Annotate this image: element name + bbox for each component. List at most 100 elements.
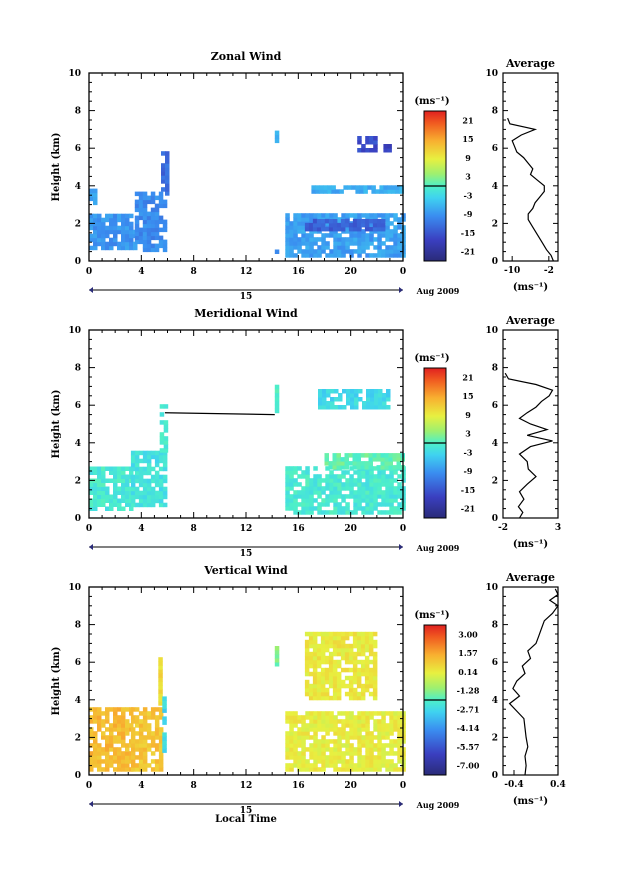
heatmap-cell bbox=[357, 743, 362, 748]
heatmap-cell bbox=[362, 405, 367, 410]
heatmap-cell bbox=[389, 723, 394, 728]
heatmap-cell bbox=[89, 225, 94, 231]
colorbar-tick-label: 21 bbox=[462, 372, 473, 382]
heatmap-cell bbox=[324, 631, 330, 637]
heatmap-cell bbox=[117, 755, 122, 760]
heatmap-cell bbox=[389, 751, 394, 756]
heatmap-cell bbox=[349, 755, 354, 760]
heatmap-cell bbox=[289, 494, 294, 499]
heatmap-cell bbox=[158, 195, 164, 201]
heatmap-cell bbox=[364, 643, 370, 649]
heatmap-cell bbox=[89, 751, 94, 756]
heatmap-cell bbox=[134, 478, 140, 484]
heatmap-cell bbox=[321, 486, 326, 491]
heatmap-cell bbox=[134, 763, 140, 768]
heatmap-cell bbox=[93, 731, 98, 736]
heatmap-cell bbox=[304, 691, 310, 697]
heatmap-cell bbox=[389, 711, 394, 716]
heatmap-cell bbox=[154, 474, 160, 480]
heatmap-cell bbox=[297, 474, 302, 479]
heatmap-cell bbox=[354, 397, 359, 402]
heatmap-cell bbox=[113, 747, 118, 752]
heatmap-cell bbox=[321, 213, 326, 218]
heatmap-cell bbox=[129, 245, 134, 251]
heatmap-cell bbox=[285, 743, 290, 748]
heatmap-cell bbox=[341, 510, 346, 515]
heatmap-cell bbox=[357, 253, 362, 258]
heatmap-cell bbox=[325, 731, 330, 736]
heatmap-cell bbox=[337, 482, 342, 487]
heatmap-cell bbox=[154, 203, 160, 209]
heatmap-cell bbox=[301, 474, 306, 479]
heatmap-cell bbox=[154, 498, 160, 504]
heatmap-cell bbox=[117, 723, 122, 728]
heatmap-cell bbox=[329, 213, 334, 218]
heatmap-cell bbox=[304, 671, 310, 677]
heatmap-cell bbox=[345, 506, 350, 511]
heatmap-cell bbox=[309, 735, 314, 740]
heatmap-cell bbox=[357, 747, 362, 752]
heatmap-cell bbox=[325, 759, 330, 764]
heatmap-cell bbox=[365, 711, 370, 716]
heatmap-cell bbox=[372, 218, 378, 224]
heatmap-cell bbox=[130, 482, 136, 488]
heatmap-cell bbox=[317, 494, 322, 499]
heatmap-cell bbox=[117, 763, 122, 768]
heatmap-cell bbox=[162, 203, 168, 209]
heatmap-cell bbox=[138, 207, 144, 213]
heatmap-cell bbox=[316, 218, 322, 224]
heatmap-cell bbox=[154, 478, 160, 484]
heatmap-cell bbox=[393, 245, 398, 250]
heatmap-cell bbox=[97, 470, 102, 475]
heatmap-cell bbox=[393, 743, 398, 748]
x-tick-label: 0 bbox=[86, 781, 92, 791]
heatmap-cell bbox=[341, 763, 346, 768]
heatmap-cell bbox=[389, 743, 394, 748]
heatmap-cell bbox=[353, 213, 358, 218]
heatmap-cell bbox=[373, 759, 378, 764]
heatmap-cell bbox=[317, 510, 322, 515]
heatmap-cell bbox=[333, 506, 338, 511]
heatmap-cell bbox=[316, 679, 322, 685]
heatmap-cell bbox=[320, 683, 326, 689]
heatmap-cell bbox=[393, 727, 398, 732]
heatmap-cell bbox=[285, 486, 290, 491]
heatmap-cell bbox=[89, 727, 94, 732]
heatmap-cell bbox=[134, 502, 140, 508]
heatmap-cell bbox=[357, 148, 362, 153]
heatmap-cell bbox=[353, 237, 358, 242]
heatmap-cell bbox=[393, 249, 398, 254]
y-tick-label: 4 bbox=[75, 696, 81, 706]
heatmap-cell bbox=[329, 751, 334, 756]
heatmap-cell bbox=[320, 226, 326, 232]
heatmap-cell bbox=[370, 397, 375, 402]
heatmap-cell bbox=[93, 196, 98, 202]
heatmap-cell bbox=[325, 253, 330, 258]
heatmap-cell bbox=[355, 189, 360, 194]
heatmap-cell bbox=[324, 671, 330, 677]
heatmap-cell bbox=[125, 763, 130, 768]
heatmap-cell bbox=[332, 687, 338, 693]
heatmap-cell bbox=[125, 213, 130, 219]
heatmap-cell bbox=[113, 233, 118, 239]
heatmap-cell bbox=[360, 639, 366, 645]
heatmap-cell bbox=[320, 639, 326, 645]
profile-y-tick-label: 10 bbox=[485, 69, 498, 79]
heatmap-cell bbox=[337, 237, 342, 242]
heatmap-cell bbox=[336, 695, 342, 701]
heatmap-cell bbox=[337, 767, 342, 772]
heatmap-cell bbox=[285, 253, 290, 258]
heatmap-cell bbox=[97, 723, 102, 728]
heatmap-cell bbox=[117, 486, 122, 491]
heatmap-cell bbox=[89, 237, 94, 243]
heatmap-cell bbox=[364, 635, 370, 641]
heatmap-cell bbox=[101, 229, 106, 235]
heatmap-cell bbox=[349, 723, 354, 728]
heatmap-cell bbox=[344, 461, 349, 466]
heatmap-cell bbox=[349, 478, 354, 483]
heatmap-cell bbox=[389, 498, 394, 503]
heatmap-cell bbox=[304, 679, 310, 685]
heatmap-cell bbox=[361, 474, 366, 479]
heatmap-cell bbox=[305, 478, 310, 483]
heatmap-cell bbox=[309, 233, 314, 238]
